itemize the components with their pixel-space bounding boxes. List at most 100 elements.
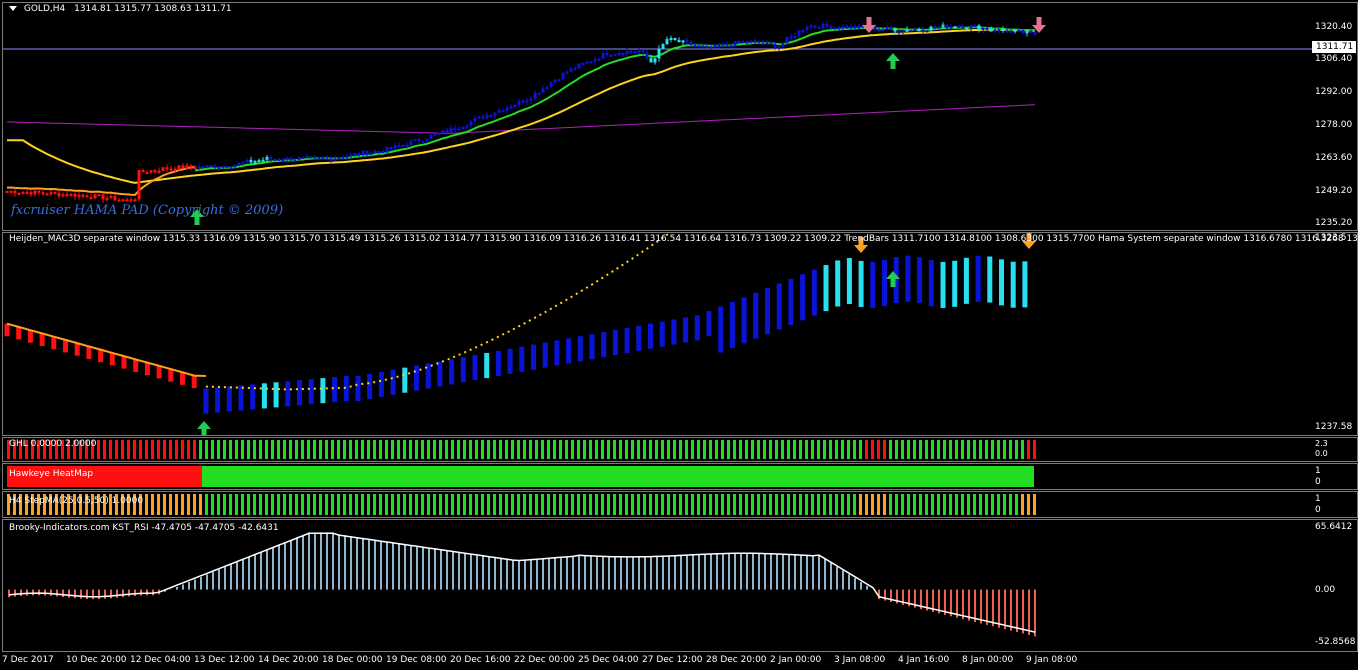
- heat-bar: [937, 440, 940, 459]
- candle-body: [209, 165, 213, 168]
- heat-bar: [625, 494, 628, 515]
- candle-body: [885, 27, 889, 30]
- heat-bar: [961, 440, 964, 459]
- heat-bar: [673, 440, 676, 459]
- heat-bar: [529, 494, 532, 515]
- heat-bar: [85, 440, 88, 459]
- heat-bar: [709, 440, 712, 459]
- heat-bar: [313, 440, 316, 459]
- hawkeye-pane[interactable]: Hawkeye HeatMap: [2, 463, 1358, 490]
- heat-bar: [601, 494, 604, 515]
- time-label: 12 Dec 04:00: [130, 655, 191, 665]
- price-tick: 1292.00: [1315, 87, 1353, 97]
- candle-body: [517, 100, 521, 105]
- time-label: 13 Dec 12:00: [194, 655, 255, 665]
- candle-body: [249, 159, 253, 163]
- kst-chart[interactable]: [3, 520, 1312, 651]
- candle-body: [757, 41, 761, 44]
- collapse-triangle-icon[interactable]: [9, 6, 17, 11]
- heat-bar: [655, 494, 658, 515]
- heat-bar: [769, 494, 772, 515]
- heat-bar: [715, 440, 718, 459]
- candle-body: [633, 51, 637, 54]
- heat-bar: [937, 494, 940, 515]
- heat-bar: [469, 440, 472, 459]
- candle-body: [465, 125, 469, 128]
- heat-bar: [655, 440, 658, 459]
- candle-body: [205, 165, 209, 168]
- candle-body: [573, 68, 577, 71]
- heat-bar: [493, 440, 496, 459]
- heat-bar: [979, 494, 982, 515]
- hawkeye-chart: [7, 466, 1034, 487]
- heat-bar: [991, 440, 994, 459]
- price-chart[interactable]: [3, 3, 1312, 230]
- candle-body: [901, 29, 905, 32]
- candle-body: [1009, 30, 1013, 33]
- heat-bar: [553, 494, 556, 515]
- candle-body: [953, 26, 957, 29]
- heat-bar: [415, 494, 418, 515]
- heat-bar: [19, 494, 22, 515]
- heiken-pane[interactable]: Heijden_MAC3D separate window 1315.33 13…: [2, 232, 1358, 436]
- candle-body: [133, 199, 137, 202]
- heat-bar: [643, 494, 646, 515]
- heiken-bar: [648, 323, 653, 349]
- watermark: fxcruiser HAMA PAD (Copyright © 2009): [11, 203, 284, 218]
- heat-bar: [811, 440, 814, 459]
- heat-bar: [115, 440, 118, 459]
- heat-bar: [565, 494, 568, 515]
- price-pane[interactable]: GOLD,H4 1314.81 1315.77 1308.63 1311.71 …: [2, 2, 1358, 231]
- candle-body: [993, 29, 997, 32]
- heat-bar: [499, 440, 502, 459]
- ghl-pane[interactable]: GHL 0.0000 2.0000: [2, 437, 1358, 462]
- heiken-bar: [507, 348, 513, 374]
- candle-body: [17, 192, 21, 195]
- candle-body: [321, 157, 325, 160]
- candle-body: [849, 26, 853, 29]
- heat-bar: [631, 494, 634, 515]
- heat-bar: [295, 440, 298, 459]
- heiken-bar: [449, 359, 455, 385]
- heat-bar: [217, 440, 220, 459]
- candle-body: [645, 52, 649, 59]
- candle-body: [721, 43, 725, 46]
- hawkeye-axis-top: 1: [1315, 466, 1321, 476]
- candle-body: [269, 157, 273, 160]
- heat-bar: [289, 494, 292, 515]
- candle-body: [433, 133, 437, 136]
- kst-pane[interactable]: Brooky-Indicators.com KST_RSI -47.4705 -…: [2, 519, 1358, 652]
- candle-body: [341, 157, 345, 160]
- heat-bar: [925, 440, 928, 459]
- stepma-pane[interactable]: H4 StepMA(25,0.5,50) 1.0000: [2, 491, 1358, 518]
- candle-body: [157, 170, 161, 173]
- candle-body: [389, 147, 393, 150]
- time-label: 25 Dec 04:00: [578, 655, 639, 665]
- candle-body: [401, 144, 405, 147]
- heiken-chart[interactable]: [3, 233, 1312, 435]
- candle-body: [701, 45, 705, 48]
- heiken-bar: [577, 336, 583, 362]
- heat-bar: [439, 494, 442, 515]
- candle-body: [689, 41, 693, 46]
- heat-bar: [673, 494, 676, 515]
- candle-body: [661, 44, 665, 49]
- heat-bar: [49, 494, 52, 515]
- heat-bar: [451, 440, 454, 459]
- candle-body: [897, 31, 901, 34]
- heat-bar: [571, 440, 574, 459]
- heat-bar: [13, 440, 16, 459]
- heat-bar: [301, 440, 304, 459]
- candle-body: [61, 194, 65, 197]
- heiken-bar: [519, 346, 525, 372]
- candle-body: [973, 25, 977, 28]
- candle-body: [769, 42, 773, 45]
- candle-body: [237, 162, 241, 165]
- heat-bar: [745, 440, 748, 459]
- candle-body: [741, 41, 745, 44]
- candle-body: [949, 26, 953, 29]
- heat-bar: [859, 440, 862, 459]
- heiken-bar: [800, 274, 806, 321]
- heat-bar: [895, 440, 898, 459]
- heat-bar: [637, 494, 640, 515]
